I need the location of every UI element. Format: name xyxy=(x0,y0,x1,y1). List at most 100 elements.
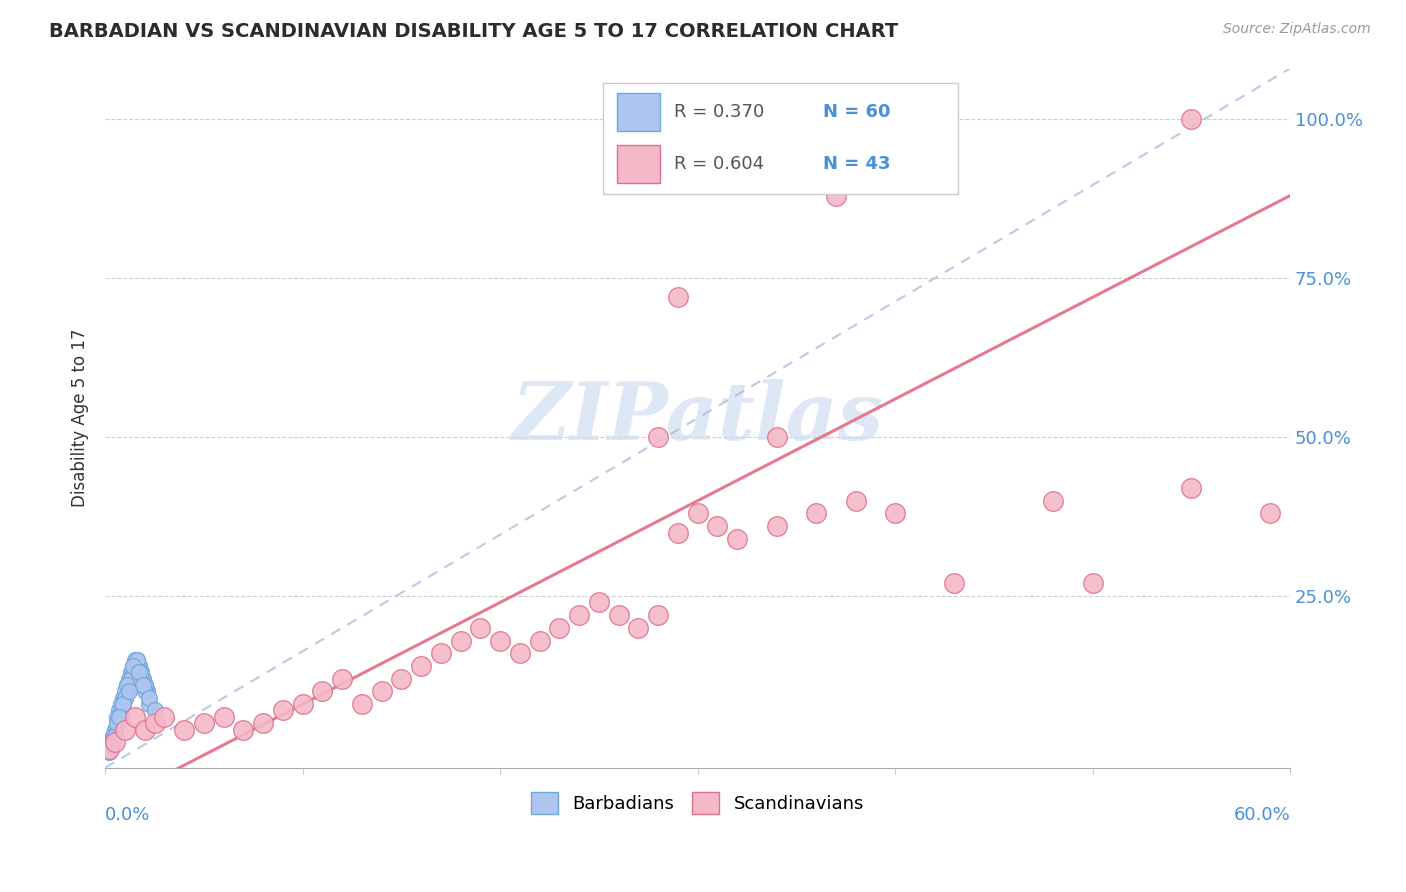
Point xyxy=(111,690,134,705)
Point xyxy=(311,684,333,698)
Point xyxy=(765,430,787,444)
Point xyxy=(118,684,141,698)
Point xyxy=(1180,481,1202,495)
Point xyxy=(134,678,156,692)
Point xyxy=(124,710,146,724)
Point xyxy=(125,653,148,667)
Point xyxy=(104,723,127,737)
Point xyxy=(114,684,136,698)
Point xyxy=(607,608,630,623)
Point xyxy=(114,723,136,737)
Point xyxy=(110,704,132,718)
Point xyxy=(134,684,156,698)
Point xyxy=(143,716,166,731)
Point xyxy=(509,646,531,660)
Point xyxy=(108,710,131,724)
Point xyxy=(489,633,512,648)
Point xyxy=(252,716,274,731)
Point xyxy=(110,710,132,724)
Point xyxy=(804,507,827,521)
Point xyxy=(271,704,294,718)
Point xyxy=(765,519,787,533)
Text: 60.0%: 60.0% xyxy=(1233,806,1291,824)
Y-axis label: Disability Age 5 to 17: Disability Age 5 to 17 xyxy=(72,329,89,508)
Point xyxy=(120,672,142,686)
Point xyxy=(647,608,669,623)
Legend: Barbadians, Scandinavians: Barbadians, Scandinavians xyxy=(523,785,872,822)
Point xyxy=(115,678,138,692)
Point xyxy=(134,723,156,737)
Point xyxy=(548,621,571,635)
Point xyxy=(666,290,689,304)
Point xyxy=(101,735,124,749)
Point xyxy=(121,659,143,673)
Point xyxy=(627,621,650,635)
Point xyxy=(100,735,122,749)
Point xyxy=(138,697,160,711)
Point xyxy=(114,690,136,705)
Point xyxy=(100,735,122,749)
Text: Source: ZipAtlas.com: Source: ZipAtlas.com xyxy=(1223,22,1371,37)
Point xyxy=(725,532,748,546)
Point xyxy=(105,716,128,731)
Point xyxy=(132,672,155,686)
Point xyxy=(125,665,148,680)
Text: ZIPatlas: ZIPatlas xyxy=(512,379,884,457)
Point xyxy=(111,697,134,711)
Point xyxy=(100,741,122,756)
Point xyxy=(153,710,176,724)
Point xyxy=(121,659,143,673)
Point xyxy=(125,653,148,667)
Point xyxy=(118,672,141,686)
Point xyxy=(120,665,142,680)
Point xyxy=(193,716,215,731)
Point xyxy=(128,659,150,673)
Point xyxy=(105,710,128,724)
Point xyxy=(124,653,146,667)
Point xyxy=(824,188,846,202)
Point xyxy=(120,672,142,686)
Point xyxy=(132,678,155,692)
Point xyxy=(212,710,235,724)
Point xyxy=(450,633,472,648)
Point xyxy=(330,672,353,686)
Point xyxy=(129,665,152,680)
Text: BARBADIAN VS SCANDINAVIAN DISABILITY AGE 5 TO 17 CORRELATION CHART: BARBADIAN VS SCANDINAVIAN DISABILITY AGE… xyxy=(49,22,898,41)
Point xyxy=(115,684,138,698)
Point xyxy=(370,684,392,698)
Point xyxy=(101,729,124,743)
Point xyxy=(943,576,966,591)
Text: 0.0%: 0.0% xyxy=(105,806,150,824)
Point xyxy=(430,646,453,660)
Point xyxy=(135,684,157,698)
Point xyxy=(104,729,127,743)
Point xyxy=(666,525,689,540)
Point xyxy=(114,690,136,705)
Point xyxy=(1258,507,1281,521)
Point xyxy=(291,697,314,711)
Point xyxy=(884,507,907,521)
Point xyxy=(132,672,155,686)
Point xyxy=(706,519,728,533)
Point xyxy=(105,716,128,731)
Point xyxy=(1081,576,1104,591)
Point xyxy=(138,690,160,705)
Point xyxy=(108,704,131,718)
Point xyxy=(232,723,254,737)
Point xyxy=(1180,112,1202,127)
Point xyxy=(1042,493,1064,508)
Point xyxy=(121,665,143,680)
Point xyxy=(124,659,146,673)
Point xyxy=(110,697,132,711)
Point xyxy=(128,665,150,680)
Point xyxy=(135,684,157,698)
Point xyxy=(129,678,152,692)
Point xyxy=(845,493,868,508)
Point xyxy=(568,608,591,623)
Point xyxy=(350,697,373,711)
Point xyxy=(470,621,492,635)
Point xyxy=(647,430,669,444)
Point xyxy=(588,595,610,609)
Point xyxy=(391,672,413,686)
Point xyxy=(134,678,156,692)
